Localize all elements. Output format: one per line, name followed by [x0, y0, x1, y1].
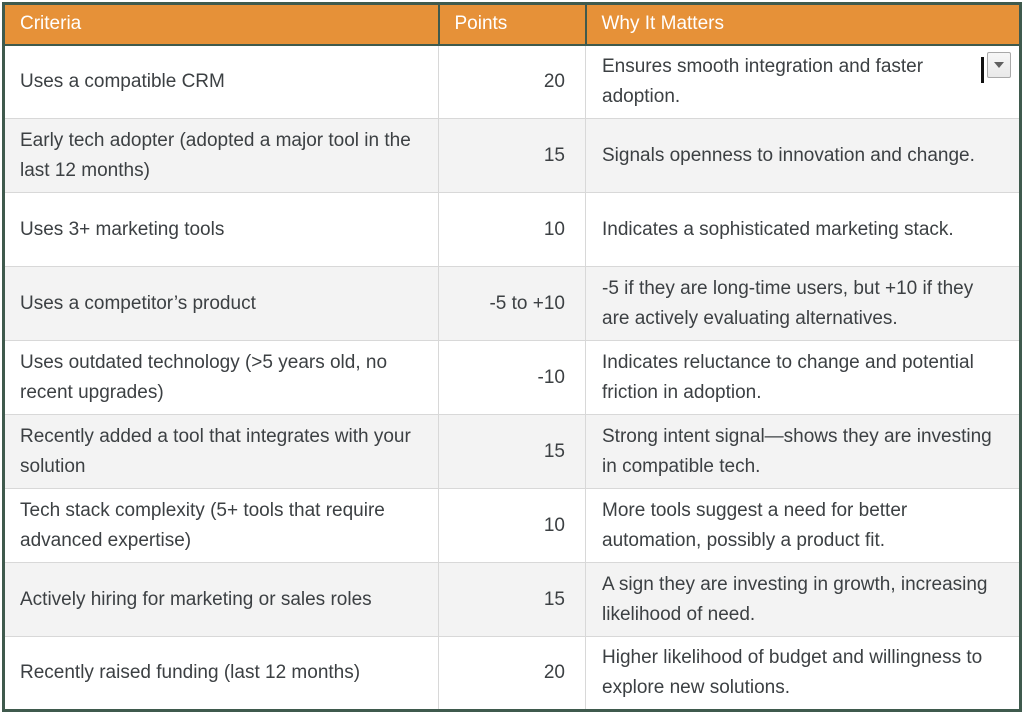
- table-row: Recently added a tool that integrates wi…: [3, 414, 1021, 489]
- table-row: Recently raised funding (last 12 months)…: [3, 636, 1021, 711]
- table-row: Tech stack complexity (5+ tools that req…: [3, 488, 1021, 563]
- cell-why[interactable]: A sign they are investing in growth, inc…: [585, 562, 1021, 637]
- table-row: Uses a competitor’s product -5 to +10 -5 i…: [3, 266, 1021, 341]
- chevron-down-icon: [994, 62, 1004, 68]
- cell-criteria[interactable]: Uses a competitor’s product: [3, 266, 439, 341]
- cell-why[interactable]: More tools suggest a need for better aut…: [585, 488, 1021, 563]
- cell-why[interactable]: Strong intent signal—shows they are inve…: [585, 414, 1021, 489]
- cell-criteria[interactable]: Uses outdated technology (>5 years old, …: [3, 340, 439, 415]
- cell-criteria[interactable]: Tech stack complexity (5+ tools that req…: [3, 488, 439, 563]
- cell-points[interactable]: 20: [438, 636, 586, 711]
- cell-criteria[interactable]: Actively hiring for marketing or sales r…: [3, 562, 439, 637]
- table-row: Actively hiring for marketing or sales r…: [3, 562, 1021, 637]
- cell-why[interactable]: Indicates reluctance to change and poten…: [585, 340, 1021, 415]
- cell-points[interactable]: 20: [438, 44, 586, 119]
- dropdown-button[interactable]: [987, 52, 1011, 78]
- cell-points[interactable]: 15: [438, 562, 586, 637]
- cell-why[interactable]: Higher likelihood of budget and willingn…: [585, 636, 1021, 711]
- cell-criteria[interactable]: Uses a compatible CRM: [3, 44, 439, 119]
- col-header-why[interactable]: Why It Matters: [584, 2, 1022, 46]
- text-cursor: [981, 57, 984, 83]
- cell-why[interactable]: Signals openness to innovation and chang…: [585, 118, 1021, 193]
- table-row: Uses 3+ marketing tools 10 Indicates a sop…: [3, 192, 1021, 267]
- cell-criteria[interactable]: Recently added a tool that integrates wi…: [3, 414, 439, 489]
- col-header-criteria[interactable]: Criteria: [2, 2, 440, 46]
- cell-points[interactable]: 10: [438, 488, 586, 563]
- cell-points[interactable]: 10: [438, 192, 586, 267]
- table-row: Uses a compatible CRM 20 Ensures smooth in…: [3, 44, 1021, 119]
- cell-criteria[interactable]: Recently raised funding (last 12 months): [3, 636, 439, 711]
- col-header-points[interactable]: Points: [437, 2, 587, 46]
- cell-why[interactable]: Ensures smooth integration and faster ad…: [585, 44, 1021, 119]
- cell-why[interactable]: Indicates a sophisticated marketing stac…: [585, 192, 1021, 267]
- cell-points[interactable]: -5 to +10: [438, 266, 586, 341]
- cell-points[interactable]: 15: [438, 414, 586, 489]
- cell-criteria[interactable]: Early tech adopter (adopted a major tool…: [3, 118, 439, 193]
- table-row: Early tech adopter (adopted a major tool…: [3, 118, 1021, 193]
- cell-criteria[interactable]: Uses 3+ marketing tools: [3, 192, 439, 267]
- header-row: Criteria Points Why It Matters: [2, 2, 1022, 46]
- table-row: Uses outdated technology (>5 years old, …: [3, 340, 1021, 415]
- cell-points[interactable]: -10: [438, 340, 586, 415]
- cell-why[interactable]: -5 if they are long-time users, but +10 …: [585, 266, 1021, 341]
- cell-points[interactable]: 15: [438, 118, 586, 193]
